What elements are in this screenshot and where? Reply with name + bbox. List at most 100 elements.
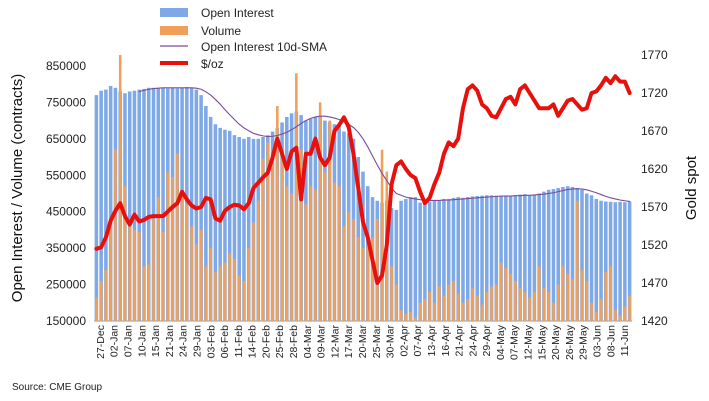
volume-bar <box>166 171 170 321</box>
x-tick-label: 29-May <box>578 324 590 360</box>
volume-bar <box>252 222 255 321</box>
x-tick-label: 09-Mar <box>316 325 328 359</box>
x-tick-label: 06-Feb <box>219 325 231 358</box>
open-interest-bar <box>94 95 99 321</box>
volume-bar <box>390 266 393 321</box>
volume-bar <box>471 288 474 321</box>
open-interest-bar <box>404 198 408 321</box>
open-interest-bar <box>227 130 232 321</box>
open-interest-bar <box>527 195 532 321</box>
y-tick-label: 250000 <box>46 278 86 292</box>
x-tick-label: 11-Feb <box>233 325 245 358</box>
open-interest-bar <box>499 196 503 321</box>
volume-bar <box>547 291 550 321</box>
volume-bar <box>609 266 612 321</box>
y-tick-label: 450000 <box>46 205 86 219</box>
volume-bar <box>504 268 508 321</box>
volume-bar <box>133 229 136 321</box>
volume-bar <box>295 73 298 321</box>
open-interest-bar <box>127 91 132 321</box>
y2-tick-label: 1470 <box>641 276 668 290</box>
volume-bar <box>185 204 189 321</box>
open-interest-bar <box>161 87 165 321</box>
open-interest-bar <box>470 196 475 321</box>
volume-bar <box>561 266 565 321</box>
open-interest-bar <box>461 197 465 321</box>
volume-bar <box>518 288 522 321</box>
open-interest-bar <box>246 136 251 321</box>
y2-tick-label: 1570 <box>641 200 668 214</box>
open-interest-bar <box>613 202 618 321</box>
open-interest-bar <box>204 106 208 321</box>
y2-axis-label: Gold spot <box>683 155 700 220</box>
volume-bar <box>423 299 427 321</box>
open-interest-bar <box>565 186 570 321</box>
y-tick-label: 550000 <box>46 168 86 182</box>
open-interest-bar <box>623 202 627 321</box>
x-tick-label: 10-Jan <box>136 325 148 357</box>
volume-bar <box>580 269 584 321</box>
open-interest-bar <box>485 195 489 321</box>
volume-bar <box>176 153 179 321</box>
volume-bar <box>256 200 260 321</box>
volume-bar <box>475 295 479 321</box>
source-note: Source: CME Group <box>12 382 102 393</box>
volume-bar <box>128 222 131 321</box>
volume-bar <box>109 218 112 321</box>
x-tick-label: 13-Apr <box>426 324 438 356</box>
volume-bar <box>104 269 108 321</box>
volume-bar <box>299 149 303 321</box>
x-tick-label: 28-Feb <box>288 325 300 358</box>
open-interest-bar <box>132 90 137 322</box>
volume-bar <box>199 229 203 321</box>
open-interest-bar <box>142 88 146 321</box>
open-interest-bar <box>594 198 599 321</box>
y2-tick-label: 1520 <box>641 238 668 252</box>
open-interest-bar <box>446 198 451 321</box>
open-interest-bar <box>608 201 613 321</box>
oi-sma-line <box>138 87 631 203</box>
volume-bar <box>142 266 146 321</box>
open-interest-bar <box>551 189 556 321</box>
volume-bar <box>361 248 365 321</box>
volume-bar <box>347 211 350 321</box>
x-tick-label: 12-May <box>523 324 535 360</box>
volume-bar <box>247 248 251 321</box>
volume-bar <box>437 286 441 321</box>
y2-tick-label: 1420 <box>641 314 668 328</box>
open-interest-bar <box>361 171 365 321</box>
open-interest-bar <box>542 191 546 321</box>
volume-bar <box>614 310 617 321</box>
volume-bar <box>280 157 284 321</box>
volume-bar <box>414 317 417 321</box>
volume-bar <box>495 284 498 321</box>
volume-bar <box>623 306 627 321</box>
open-interest-bar <box>442 198 446 321</box>
open-interest-bar <box>104 89 108 322</box>
volume-bar <box>499 262 503 321</box>
volume-bar <box>323 171 327 321</box>
x-tick-label: 17-Mar <box>343 325 355 359</box>
x-tick-label: 25-Feb <box>274 325 286 358</box>
open-interest-bar <box>418 202 422 321</box>
volume-bar <box>456 293 460 321</box>
y-tick-label: 650000 <box>46 132 86 146</box>
open-interest-bar <box>532 194 537 321</box>
open-interest-bar <box>556 188 560 321</box>
x-tick-label: 02-Jan <box>109 325 121 357</box>
open-interest-bar <box>99 90 103 322</box>
volume-bar <box>376 218 379 321</box>
y-tick-label: 850000 <box>46 59 86 73</box>
volume-bar <box>204 266 208 321</box>
open-interest-bar <box>508 195 513 321</box>
open-interest-bar <box>394 209 399 321</box>
x-tick-label: 24-Apr <box>467 324 479 356</box>
volume-bar <box>442 295 446 321</box>
open-interest-bar <box>504 196 508 321</box>
volume-bar <box>566 273 570 321</box>
x-tick-label: 14-Feb <box>247 325 259 358</box>
open-interest-bar <box>546 189 551 321</box>
volume-bar <box>380 149 384 321</box>
volume-bar <box>575 200 579 321</box>
volume-bars <box>95 55 631 322</box>
